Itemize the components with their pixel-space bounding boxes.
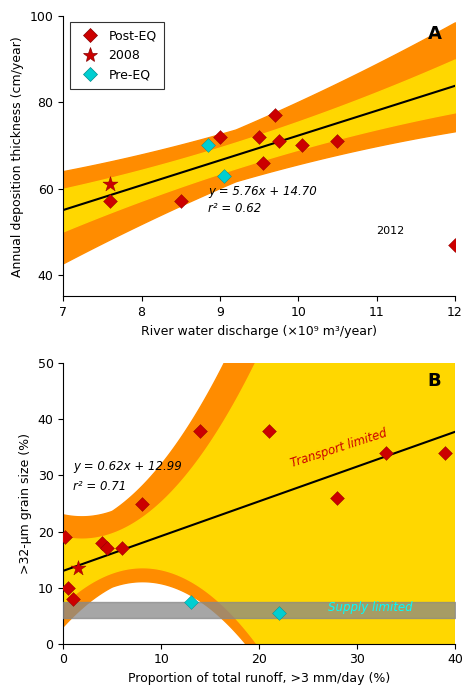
Text: Transport limited: Transport limited <box>289 427 388 470</box>
Point <box>334 136 341 147</box>
Point <box>275 136 283 147</box>
Point <box>74 562 82 574</box>
Point <box>299 140 306 151</box>
Point <box>177 196 184 207</box>
Point <box>441 448 449 459</box>
Text: r² = 0.62: r² = 0.62 <box>208 203 262 215</box>
Text: A: A <box>428 24 441 42</box>
Text: Supply limited: Supply limited <box>328 601 412 614</box>
Point <box>334 492 341 503</box>
Point <box>220 170 228 181</box>
Y-axis label: >32-μm grain size (%): >32-μm grain size (%) <box>19 433 32 574</box>
Point <box>107 179 114 190</box>
Text: y = 5.76x + 14.70: y = 5.76x + 14.70 <box>208 185 317 198</box>
Point <box>197 425 204 436</box>
Point <box>118 543 126 554</box>
Point <box>69 593 77 604</box>
Point <box>216 132 224 143</box>
Point <box>64 582 72 593</box>
Text: y = 0.62x + 12.99: y = 0.62x + 12.99 <box>73 460 182 473</box>
Point <box>259 157 267 168</box>
Legend: Post-EQ, 2008, Pre-EQ: Post-EQ, 2008, Pre-EQ <box>70 22 164 89</box>
Y-axis label: Annual deposition thickness (cm/year): Annual deposition thickness (cm/year) <box>11 35 24 276</box>
Point <box>187 596 194 607</box>
Point <box>383 448 390 459</box>
Text: r² = 0.71: r² = 0.71 <box>73 480 126 493</box>
Point <box>275 607 283 618</box>
Point <box>271 110 279 121</box>
X-axis label: River water discharge (×10⁹ m³/year): River water discharge (×10⁹ m³/year) <box>141 324 377 338</box>
Point <box>451 239 459 250</box>
Text: B: B <box>428 372 441 390</box>
Point <box>107 196 114 207</box>
Point <box>103 543 111 554</box>
Point <box>62 532 69 543</box>
X-axis label: Proportion of total runoff, >3 mm/day (%): Proportion of total runoff, >3 mm/day (%… <box>128 672 390 685</box>
Point <box>204 140 212 151</box>
Point <box>265 425 273 436</box>
Point <box>99 537 106 548</box>
Text: 2012: 2012 <box>376 226 404 236</box>
Point <box>255 132 263 143</box>
Point <box>138 498 146 509</box>
